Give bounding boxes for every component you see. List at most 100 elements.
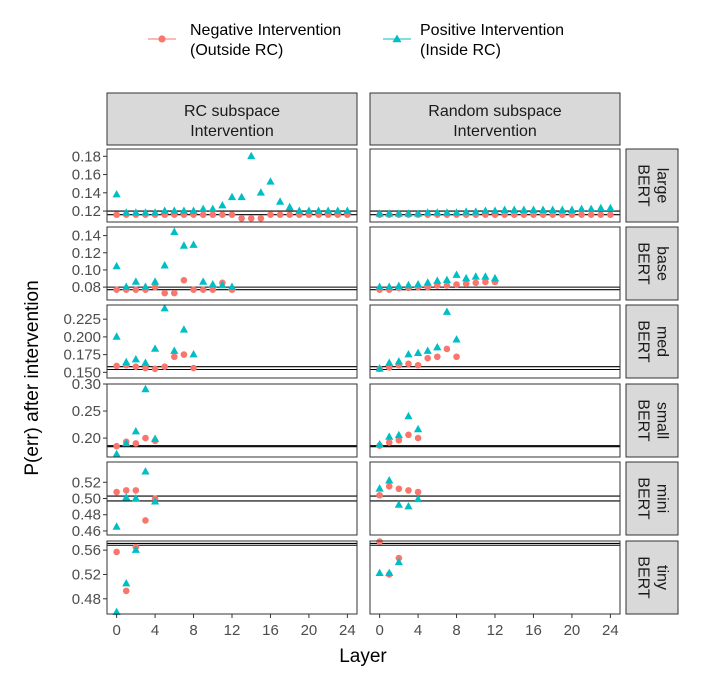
point-neg-4-0-3 (142, 517, 149, 524)
y-tick-label-5-2: 0.56 (72, 542, 101, 559)
point-pos-0-0-6 (170, 206, 179, 214)
row-strip-bg-3 (625, 383, 679, 458)
point-neg-0-1-24 (607, 211, 614, 218)
panel-border-2-0 (106, 304, 358, 379)
row-strip-label-3-line2: small (654, 402, 671, 439)
row-strip-label-1-line1: BERT (635, 242, 652, 285)
point-neg-4-1-3 (405, 487, 412, 494)
panel-border-3-1 (369, 383, 621, 458)
point-pos-1-0-10 (208, 279, 217, 288)
row-strip-0: BERT large (625, 148, 679, 223)
point-neg-0-1-15 (520, 211, 528, 218)
point-neg-3-0-0 (113, 442, 120, 450)
y-tick-label-0-2: 0.16 (72, 167, 101, 184)
point-pos-0-1-11 (481, 206, 490, 214)
point-pos-1-1-11 (481, 272, 490, 280)
point-neg-5-0-0 (113, 548, 120, 556)
row-strip-label-0-line1: BERT (635, 164, 652, 207)
point-pos-0-0-4 (150, 208, 160, 216)
point-pos-0-0-19 (295, 206, 304, 214)
panel-1-1 (369, 226, 621, 301)
point-pos-0-1-14 (510, 205, 519, 213)
row-strip-label-4-line1: BERT (635, 477, 652, 520)
point-pos-2-0-5 (160, 303, 169, 312)
x-axis-title: Layer (339, 646, 387, 667)
x-tick-label-1-2: 8 (452, 622, 460, 639)
point-pos-0-1-16 (529, 205, 538, 213)
legend-neg-label-1: Negative Intervention (190, 22, 341, 39)
y-tick-label-4-0: 0.46 (72, 523, 101, 540)
y-tick-label-1-1: 0.10 (72, 262, 101, 279)
x-tick-label-0-4: 16 (262, 622, 279, 639)
point-pos-0-1-17 (538, 205, 548, 213)
point-neg-0-0-18 (286, 211, 293, 218)
point-pos-0-1-21 (577, 204, 586, 213)
point-pos-1-0-8 (189, 240, 198, 248)
point-neg-3-1-2 (395, 436, 403, 444)
point-neg-1-0-2 (132, 286, 140, 293)
x-tick-label-0-1: 4 (151, 622, 159, 639)
panel-0-0 (106, 148, 358, 223)
point-neg-4-0-2 (132, 487, 140, 494)
point-neg-1-1-10 (472, 279, 480, 287)
panel-4-1 (369, 461, 621, 536)
row-strip-label-0-line2: large (654, 168, 671, 204)
point-neg-2-0-7 (180, 351, 188, 358)
point-pos-0-1-9 (462, 207, 471, 215)
point-neg-4-0-0 (113, 488, 120, 496)
point-neg-2-1-3 (405, 360, 412, 368)
point-pos-0-0-9 (199, 204, 208, 213)
point-pos-4-0-0 (112, 522, 121, 530)
point-pos-4-0-4 (150, 497, 160, 505)
panel-border-1-0 (106, 226, 358, 301)
row-strip-bg-4 (625, 461, 679, 536)
point-pos-0-0-21 (314, 206, 323, 214)
point-pos-2-0-7 (179, 325, 189, 333)
point-pos-0-0-17 (275, 197, 285, 205)
point-pos-0-0-5 (160, 206, 169, 214)
column-strip-1-line1: Random subspace (428, 103, 562, 120)
legend: Negative Intervention (Outside RC) Posit… (148, 22, 564, 59)
row-strip-label-2-line1: BERT (635, 320, 652, 363)
point-pos-0-1-2 (394, 209, 403, 217)
point-pos-4-0-2 (131, 493, 140, 502)
panel-border-1-1 (369, 226, 621, 301)
point-pos-2-1-8 (452, 335, 461, 343)
y-tick-label-3-1: 0.25 (72, 403, 101, 420)
x-tick-label-0-6: 24 (339, 622, 356, 639)
point-neg-2-1-7 (443, 345, 451, 353)
panel-4-0 (106, 461, 358, 536)
point-pos-0-0-0 (112, 190, 121, 198)
point-neg-2-0-8 (190, 364, 197, 372)
point-pos-3-1-0 (375, 439, 384, 448)
panel-border-3-0 (106, 383, 358, 458)
point-pos-2-0-1 (122, 357, 131, 366)
point-neg-3-1-3 (405, 431, 412, 439)
point-pos-3-0-2 (131, 426, 140, 435)
point-neg-1-1-11 (482, 278, 489, 286)
point-pos-3-1-3 (404, 411, 413, 420)
y-tick-label-5-0: 0.48 (72, 591, 101, 608)
point-neg-1-0-5 (161, 289, 168, 297)
point-neg-2-0-2 (132, 363, 140, 370)
point-pos-0-1-3 (404, 209, 413, 217)
row-strip-1: BERT base (625, 226, 679, 301)
point-pos-0-0-12 (227, 192, 237, 201)
point-pos-1-1-3 (404, 280, 413, 289)
y-tick-label-3-0: 0.20 (72, 430, 101, 447)
point-pos-2-1-3 (404, 350, 413, 358)
panel-1-0 (106, 226, 358, 301)
panel-bg-3-0 (107, 384, 357, 457)
x-tick-label-0-2: 8 (189, 622, 197, 639)
panel-bg-4-1 (370, 462, 620, 535)
point-neg-2-0-4 (151, 365, 159, 373)
point-pos-1-0-1 (122, 282, 131, 290)
point-pos-0-1-7 (442, 208, 452, 216)
legend-pos-marker (392, 34, 402, 43)
point-pos-2-0-0 (112, 332, 121, 340)
y-tick-label-0-0: 0.12 (72, 203, 101, 220)
point-neg-0-1-18 (549, 211, 556, 218)
point-pos-1-0-7 (179, 241, 189, 249)
point-pos-2-1-0 (375, 364, 384, 372)
x-tick-label-1-0: 0 (375, 622, 383, 639)
